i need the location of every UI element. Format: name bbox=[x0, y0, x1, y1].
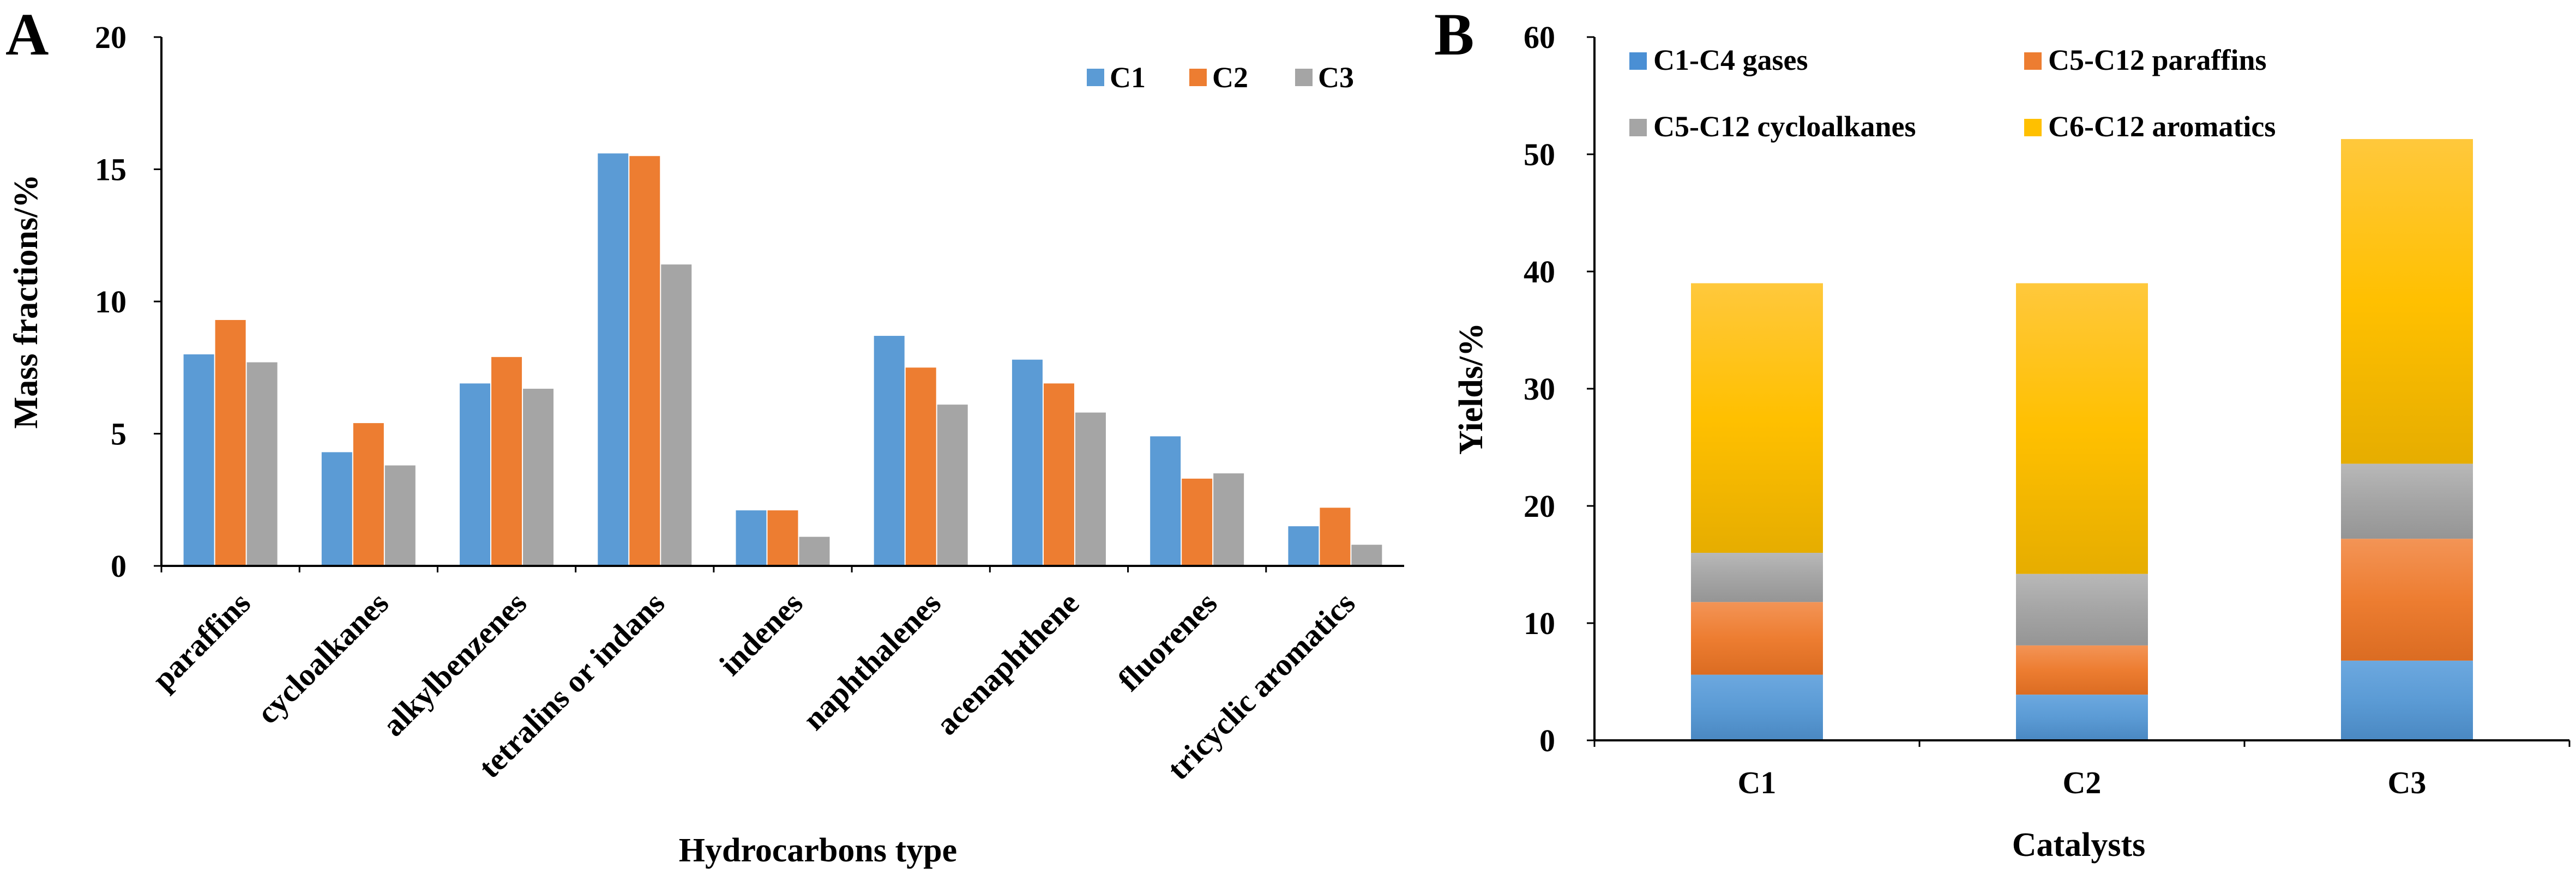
stack-c6-c12-aromatics-c1 bbox=[1691, 283, 1823, 553]
bar-c3-fluorenes bbox=[1213, 473, 1244, 566]
stack-c1-c4-gases-c1 bbox=[1691, 674, 1823, 740]
x-tick-label-cycloalkanes: cycloalkanes bbox=[250, 585, 395, 731]
legend-label-c2: C2 bbox=[1212, 61, 1248, 94]
legend-swatch-c1-c4-gases bbox=[1629, 52, 1647, 70]
stack-c1-c4-gases-c3 bbox=[2341, 660, 2473, 740]
stack-c6-c12-aromatics-c3 bbox=[2341, 139, 2473, 464]
bar-c1-naphthalenes bbox=[874, 336, 905, 566]
y-tick-label: 40 bbox=[1524, 254, 1555, 289]
panel-b-label: B bbox=[1434, 1, 1474, 68]
x-tick-label-c1: C1 bbox=[1738, 765, 1777, 800]
legend-label-c3: C3 bbox=[1318, 61, 1354, 94]
y-tick-label: 20 bbox=[95, 20, 127, 55]
legend-label-c5-c12-paraffins: C5-C12 paraffins bbox=[2048, 44, 2267, 76]
x-tick-label-fluorenes: fluorenes bbox=[1111, 585, 1224, 698]
panel-a-y-ticks: 0 5 10 15 20 bbox=[95, 20, 161, 584]
bar-c1-cycloalkanes bbox=[321, 452, 352, 566]
stack-c6-c12-aromatics-c2 bbox=[2016, 283, 2148, 574]
bar-c2-naphthalenes bbox=[905, 367, 936, 566]
stack-c5-c12-cycloalkanes-c3 bbox=[2341, 463, 2473, 539]
legend-label-c6-c12-aromatics: C6-C12 aromatics bbox=[2048, 110, 2276, 143]
stack-c5-c12-cycloalkanes-c2 bbox=[2016, 574, 2148, 645]
bar-c2-tetralins-or-indans bbox=[629, 156, 660, 566]
panel-a-y-axis-title: Mass fractions/% bbox=[8, 174, 45, 429]
legend-label-c1-c4-gases: C1-C4 gases bbox=[1653, 44, 1808, 76]
panel-a-bars bbox=[183, 153, 1382, 566]
x-tick-label-indenes: indenes bbox=[713, 585, 810, 682]
panel-b-y-ticks: 0 10 20 30 40 50 60 bbox=[1524, 20, 1594, 758]
stack-c5-c12-paraffins-c1 bbox=[1691, 602, 1823, 675]
y-tick-label: 30 bbox=[1524, 371, 1555, 407]
bar-c2-acenaphthene bbox=[1043, 383, 1074, 566]
bar-c2-fluorenes bbox=[1182, 478, 1213, 566]
legend-swatch-c1 bbox=[1087, 69, 1104, 86]
bar-c2-cycloalkanes bbox=[353, 423, 384, 566]
stack-c1-c4-gases-c2 bbox=[2016, 695, 2148, 740]
bar-c1-tetralins-or-indans bbox=[598, 153, 629, 566]
x-tick-label-acenaphthene: acenaphthene bbox=[929, 585, 1086, 741]
x-tick-label-paraffins: paraffins bbox=[145, 585, 257, 697]
bar-c1-indenes bbox=[736, 510, 767, 566]
legend-swatch-c5-c12-cycloalkanes bbox=[1629, 119, 1647, 136]
panel-b-x-axis-title: Catalysts bbox=[2012, 826, 2146, 864]
bar-c2-paraffins bbox=[215, 319, 246, 566]
x-tick-label-alkylbenzenes: alkylbenzenes bbox=[375, 585, 533, 743]
bar-c3-paraffins bbox=[246, 362, 278, 566]
panel-a-category-labels: paraffinscycloalkanesalkylbenzenestetral… bbox=[145, 566, 1362, 787]
legend-swatch-c5-c12-paraffins bbox=[2024, 52, 2042, 70]
bar-c1-alkylbenzenes bbox=[460, 383, 491, 566]
panel-a-chart: A 0 5 10 15 20 paraffinscycloalkanesalkylben… bbox=[5, 1, 1404, 869]
legend-label-c1: C1 bbox=[1110, 61, 1146, 94]
panel-b-bars bbox=[1691, 139, 2473, 740]
panel-a-label: A bbox=[5, 1, 49, 68]
bar-c3-indenes bbox=[799, 536, 830, 566]
stack-c5-c12-paraffins-c3 bbox=[2341, 539, 2473, 661]
x-tick-label-c3: C3 bbox=[2388, 765, 2427, 800]
panel-a-legend: C1 C2 C3 bbox=[1087, 61, 1354, 94]
legend-swatch-c2 bbox=[1189, 69, 1207, 86]
y-tick-label: 15 bbox=[95, 152, 127, 188]
bar-c2-indenes bbox=[767, 510, 798, 566]
y-tick-label: 50 bbox=[1524, 137, 1555, 172]
panel-b-chart: B 0 10 20 30 40 50 60 C1 C2 C3 Yields/% Catalyst… bbox=[1434, 1, 2571, 864]
stack-c5-c12-cycloalkanes-c1 bbox=[1691, 553, 1823, 602]
bar-c2-tricyclic-aromatics bbox=[1320, 508, 1351, 566]
bar-c1-fluorenes bbox=[1150, 436, 1181, 566]
y-tick-label: 10 bbox=[1524, 606, 1555, 641]
bar-c1-paraffins bbox=[183, 354, 214, 566]
x-tick-label-naphthalenes: naphthalenes bbox=[796, 585, 947, 737]
bar-c3-tricyclic-aromatics bbox=[1351, 545, 1382, 566]
x-tick-label-c2: C2 bbox=[2063, 765, 2102, 800]
bar-c1-acenaphthene bbox=[1012, 359, 1043, 566]
legend-swatch-c6-c12-aromatics bbox=[2024, 119, 2042, 136]
y-tick-label: 0 bbox=[111, 548, 127, 584]
bar-c3-alkylbenzenes bbox=[523, 389, 554, 566]
bar-c3-acenaphthene bbox=[1075, 412, 1106, 566]
bar-c3-naphthalenes bbox=[937, 405, 968, 566]
bar-c3-cycloalkanes bbox=[384, 465, 416, 566]
legend-label-c5-c12-cycloalkanes: C5-C12 cycloalkanes bbox=[1653, 110, 1916, 143]
y-tick-label: 0 bbox=[1539, 723, 1555, 758]
bar-c3-tetralins-or-indans bbox=[661, 264, 692, 566]
bar-c1-tricyclic-aromatics bbox=[1288, 526, 1319, 566]
y-tick-label: 20 bbox=[1524, 488, 1555, 524]
panel-b-legend: C1-C4 gases C5-C12 paraffins C5-C12 cycloa… bbox=[1629, 44, 2276, 143]
legend-swatch-c3 bbox=[1295, 69, 1313, 86]
panel-a-x-axis-title: Hydrocarbons type bbox=[679, 832, 957, 869]
panel-b-category-labels: C1 C2 C3 bbox=[1593, 740, 2571, 800]
bar-c2-alkylbenzenes bbox=[491, 357, 522, 566]
y-tick-label: 60 bbox=[1524, 20, 1555, 55]
panel-b-y-axis-title: Yields/% bbox=[1453, 323, 1490, 455]
y-tick-label: 5 bbox=[111, 417, 127, 452]
y-tick-label: 10 bbox=[95, 284, 127, 319]
stack-c5-c12-paraffins-c2 bbox=[2016, 645, 2148, 695]
